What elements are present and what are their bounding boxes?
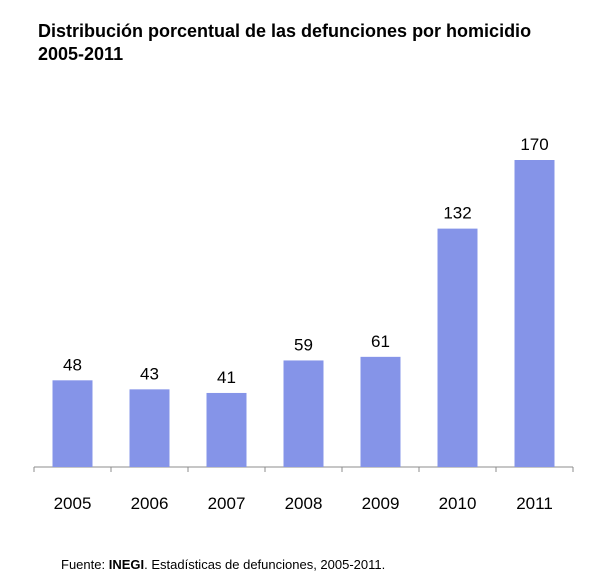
x-tick-label-2007: 2007 — [208, 494, 246, 513]
data-label-2008: 59 — [294, 335, 313, 354]
x-tick-label-2009: 2009 — [362, 494, 400, 513]
bar-2005 — [52, 380, 93, 467]
x-tick-label-2006: 2006 — [131, 494, 169, 513]
bar-2011 — [514, 160, 555, 467]
source-org: INEGI — [108, 557, 145, 572]
x-tick-label-2005: 2005 — [54, 494, 92, 513]
x-tick-label-2011: 2011 — [516, 494, 553, 513]
source-rest: . Estadísticas de defunciones, 2005-2011… — [144, 557, 386, 572]
chart-title: Distribución porcentual de las defuncion… — [38, 20, 598, 66]
data-label-2006: 43 — [140, 364, 159, 383]
chart-title-line: Distribución porcentual de las defuncion… — [38, 21, 532, 41]
bar-2007 — [206, 392, 247, 467]
data-label-2009: 61 — [371, 332, 390, 351]
data-label-2007: 41 — [217, 368, 236, 387]
source-prefix: Fuente: — [61, 557, 109, 572]
data-label-2011: 170 — [520, 135, 548, 154]
source-note: Fuente: INEGI. Estadísticas de defuncion… — [61, 557, 385, 572]
bar-2010 — [437, 228, 478, 467]
data-label-2010: 132 — [443, 204, 471, 223]
x-tick-label-2010: 2010 — [439, 494, 477, 513]
chart-subtitle: 2005-2011 — [38, 44, 124, 64]
bar-2009 — [360, 356, 401, 467]
bar-2008 — [283, 360, 324, 467]
x-tick-label-2008: 2008 — [285, 494, 323, 513]
data-label-2005: 48 — [63, 355, 82, 374]
bar-2006 — [129, 389, 170, 467]
